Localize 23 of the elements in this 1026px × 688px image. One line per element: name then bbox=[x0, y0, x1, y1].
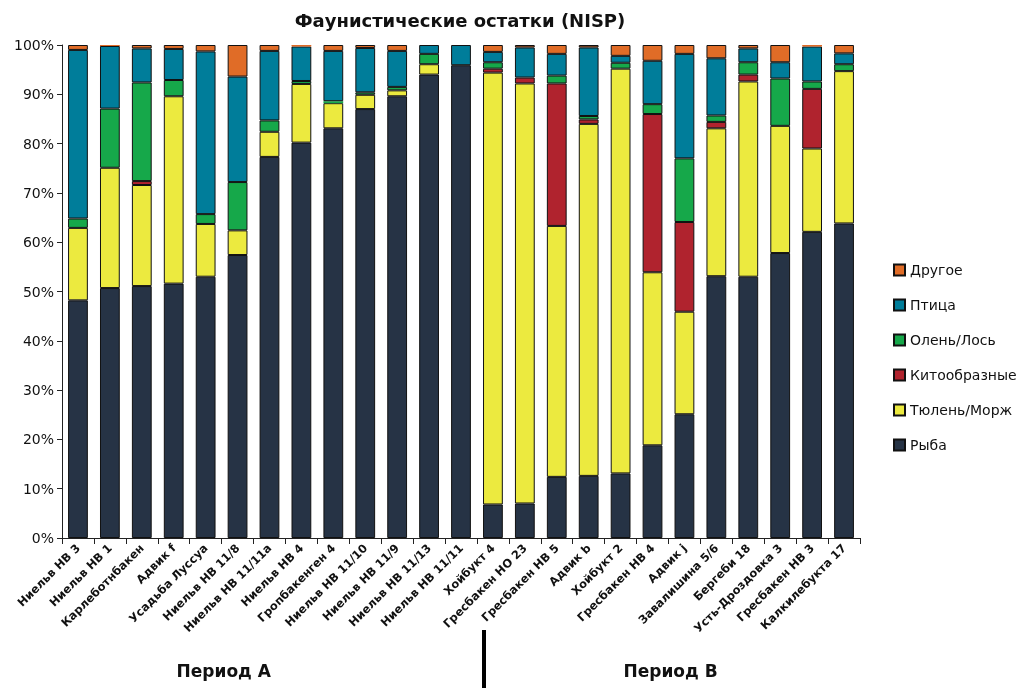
y-tick-label: 20% bbox=[22, 431, 54, 448]
legend-label: Рыба bbox=[910, 437, 947, 453]
legend-label: Птица bbox=[910, 297, 956, 313]
y-tick-label: 80% bbox=[22, 135, 54, 152]
bar bbox=[578, 47, 599, 116]
y-tick-label: 100% bbox=[13, 37, 54, 53]
y-tick-label: 60% bbox=[22, 234, 54, 251]
text: Период В bbox=[623, 660, 718, 681]
y-tick-label: 30% bbox=[22, 382, 54, 399]
legend-label: Китообразные bbox=[910, 367, 1017, 383]
bar bbox=[291, 46, 312, 81]
legend-label: Другое bbox=[910, 262, 963, 278]
y-tick-label: 10% bbox=[22, 480, 54, 497]
legend-label: Олень/Лось bbox=[910, 332, 996, 348]
chart-title: Фаунистические остатки (NISP) bbox=[294, 9, 626, 31]
y-tick-label: 0% bbox=[31, 530, 54, 546]
bar bbox=[355, 47, 376, 93]
y-tick-label: 40% bbox=[22, 332, 54, 349]
y-tick-label: 50% bbox=[22, 283, 54, 300]
y-tick-label: 70% bbox=[22, 184, 54, 201]
text: Период А bbox=[176, 660, 272, 681]
y-tick-label: 90% bbox=[22, 86, 54, 103]
legend-label: Тюлень/Морж bbox=[909, 402, 1013, 418]
